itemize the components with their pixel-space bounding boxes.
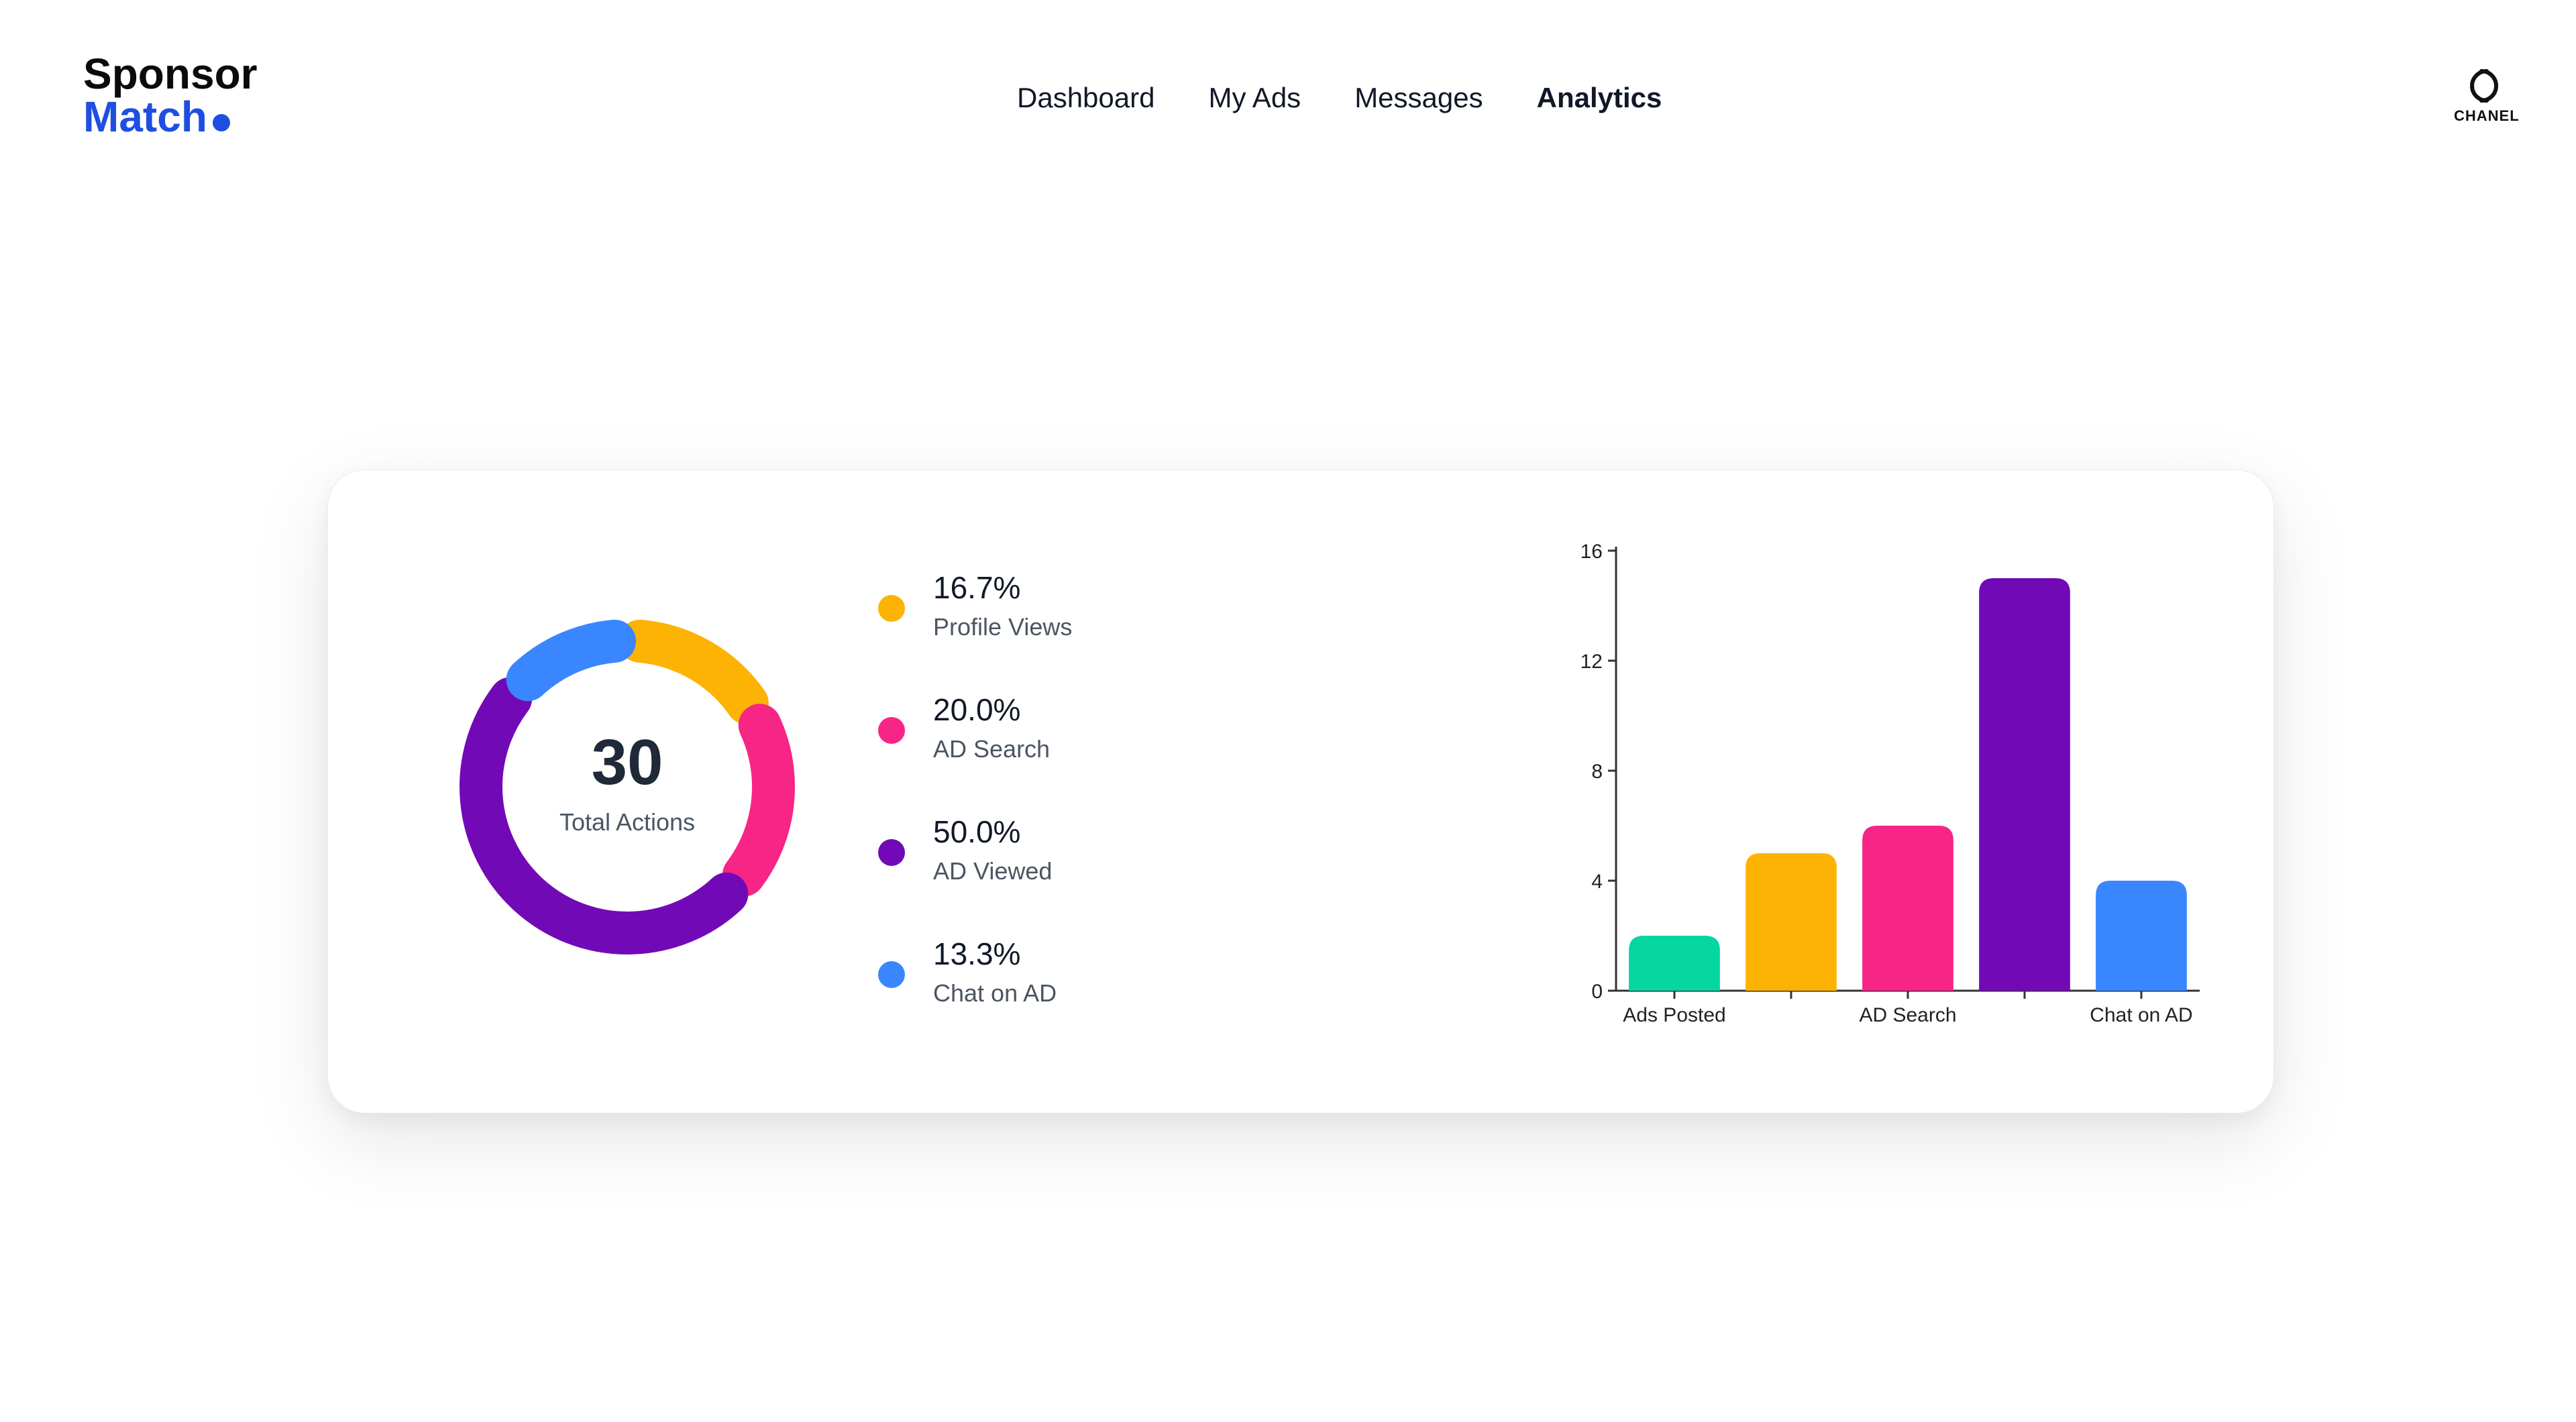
- x-tick-label: AD Search: [1859, 1004, 1956, 1026]
- y-tick-label: 0: [1591, 981, 1603, 1003]
- top-header: Sponsor Match Dashboard My Ads Messages …: [0, 0, 2576, 201]
- nav-messages[interactable]: Messages: [1354, 82, 1483, 113]
- legend-item-profile-views: 16.7% Profile Views: [878, 569, 1072, 692]
- donut-slice-profile-views[interactable]: [619, 619, 769, 725]
- legend-item-chat-on-ad: 13.3% Chat on AD: [878, 936, 1072, 1058]
- legend-dot-icon: [878, 595, 905, 622]
- legend-label: AD Viewed: [933, 857, 1053, 885]
- legend-percent: 50.0%: [933, 814, 1021, 849]
- logo-text-sponsor: Sponsor: [83, 50, 258, 98]
- brand-label: CHANEL: [2454, 107, 2520, 124]
- y-tick-label: 16: [1580, 541, 1603, 563]
- nav-my-ads[interactable]: My Ads: [1208, 82, 1301, 113]
- y-tick-label: 12: [1580, 651, 1603, 673]
- x-tick-label: Chat on AD: [2090, 1004, 2192, 1026]
- bar-profile-views[interactable]: [1746, 853, 1837, 991]
- total-actions-value: 30: [591, 726, 663, 798]
- donut-center: 30 Total Actions: [453, 612, 802, 961]
- actions-bar-chart: 0 4 8 12 16 Ads Posted AD Search Chat on AD: [1580, 541, 2200, 1026]
- nav-analytics[interactable]: Analytics: [1536, 82, 1662, 113]
- y-tick-label: 8: [1591, 761, 1603, 783]
- legend-dot-icon: [878, 961, 905, 988]
- logo-text-match: Match: [83, 95, 258, 138]
- brand-avatar[interactable]: CHANEL: [2454, 66, 2520, 125]
- legend-percent: 13.3%: [933, 936, 1021, 971]
- bar-chat-on-ad[interactable]: [2096, 881, 2187, 991]
- donut-slice-chat-on-ad[interactable]: [506, 619, 636, 702]
- donut-slice-ad-search[interactable]: [722, 704, 795, 897]
- actions-donut-chart: [460, 619, 795, 954]
- legend-percent: 20.0%: [933, 692, 1021, 727]
- analytics-card: 30 Total Actions 16.7% Profile Views 20.…: [327, 470, 2274, 1113]
- total-actions-label: Total Actions: [559, 808, 696, 836]
- legend-item-ad-viewed: 50.0% AD Viewed: [878, 814, 1072, 936]
- legend-percent: 16.7%: [933, 570, 1021, 605]
- logo-match-word: Match: [83, 93, 207, 141]
- sponsormatch-logo[interactable]: Sponsor Match: [83, 52, 258, 138]
- chanel-logo-icon: [2470, 69, 2498, 103]
- bar-ads-posted[interactable]: [1629, 936, 1720, 991]
- main-nav: Dashboard My Ads Messages Analytics: [1017, 82, 1662, 114]
- legend-dot-icon: [878, 717, 905, 744]
- legend-label: Profile Views: [933, 613, 1073, 641]
- legend-item-ad-search: 20.0% AD Search: [878, 692, 1072, 814]
- legend-dot-icon: [878, 839, 905, 866]
- donut-legend: 16.7% Profile Views 20.0% AD Search 50.0…: [878, 569, 1072, 1058]
- bar-ad-viewed[interactable]: [1979, 578, 2070, 991]
- nav-dashboard[interactable]: Dashboard: [1017, 82, 1155, 113]
- legend-label: AD Search: [933, 735, 1051, 763]
- x-tick-label: Ads Posted: [1623, 1004, 1725, 1026]
- y-tick-label: 4: [1591, 871, 1603, 893]
- donut-slice-ad-viewed[interactable]: [460, 677, 749, 954]
- legend-label: Chat on AD: [933, 979, 1057, 1007]
- bar-ad-search[interactable]: [1862, 826, 1953, 991]
- logo-dot-icon: [212, 114, 230, 131]
